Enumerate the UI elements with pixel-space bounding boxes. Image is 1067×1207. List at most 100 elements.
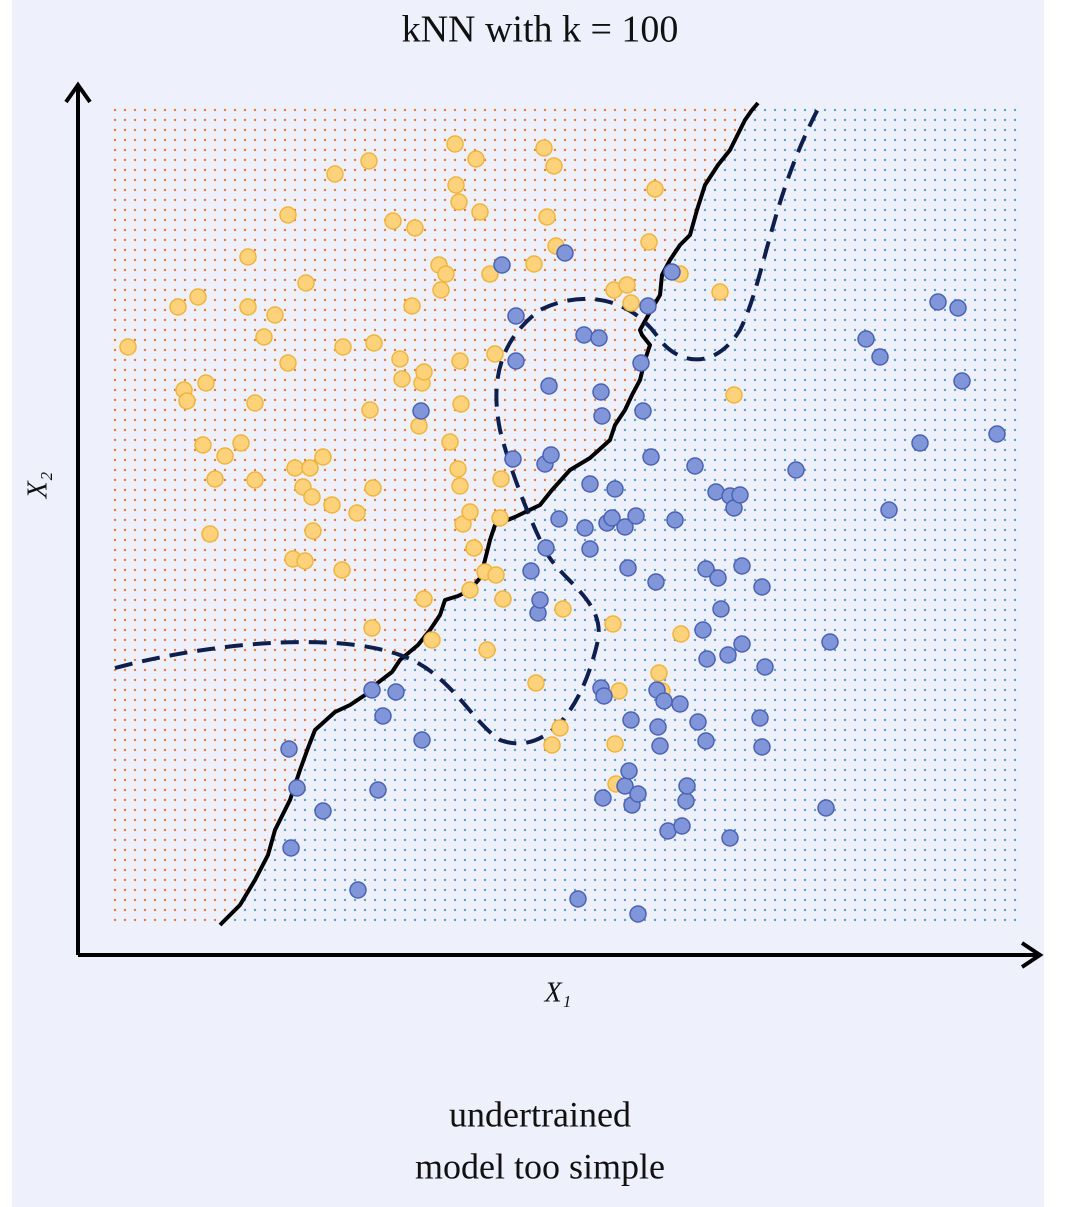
grid-dot	[353, 288, 357, 292]
grid-dot	[353, 538, 357, 542]
grid-dot	[263, 118, 267, 122]
grid-dot	[813, 348, 817, 352]
grid-dot	[703, 218, 707, 222]
grid-dot	[523, 238, 527, 242]
grid-dot	[393, 488, 397, 492]
grid-dot	[423, 458, 427, 462]
grid-dot	[313, 608, 317, 612]
grid-dot	[733, 338, 737, 342]
grid-dot	[823, 298, 827, 302]
grid-dot	[823, 418, 827, 422]
grid-dot	[143, 248, 147, 252]
grid-dot	[333, 318, 337, 322]
grid-dot	[233, 398, 237, 402]
grid-dot	[203, 488, 207, 492]
grid-dot	[493, 248, 497, 252]
grid-dot	[283, 618, 287, 622]
grid-dot	[963, 408, 967, 412]
grid-dot	[563, 118, 567, 122]
grid-dot	[833, 418, 837, 422]
grid-dot	[763, 348, 767, 352]
grid-dot	[473, 398, 477, 402]
grid-dot	[643, 508, 647, 512]
grid-dot	[623, 358, 627, 362]
grid-dot	[893, 238, 897, 242]
grid-dot	[613, 398, 617, 402]
grid-dot	[833, 168, 837, 172]
grid-dot	[253, 538, 257, 542]
grid-dot	[413, 518, 417, 522]
grid-dot	[653, 288, 657, 292]
grid-dot	[433, 538, 437, 542]
grid-dot	[453, 128, 457, 132]
grid-dot	[973, 588, 977, 592]
grid-dot	[723, 628, 727, 632]
grid-dot	[943, 558, 947, 562]
grid-dot	[153, 408, 157, 412]
grid-dot	[803, 388, 807, 392]
grid-dot	[663, 518, 667, 522]
grid-dot	[763, 308, 767, 312]
grid-dot	[423, 628, 427, 632]
grid-dot	[223, 368, 227, 372]
grid-dot	[953, 448, 957, 452]
grid-dot	[183, 378, 187, 382]
grid-dot	[1013, 558, 1017, 562]
grid-dot	[253, 428, 257, 432]
grid-dot	[773, 428, 777, 432]
grid-dot	[113, 338, 117, 342]
grid-dot	[683, 568, 687, 572]
grid-dot	[273, 118, 277, 122]
grid-dot	[713, 328, 717, 332]
grid-dot	[763, 178, 767, 182]
grid-dot	[633, 628, 637, 632]
grid-dot	[703, 108, 707, 112]
grid-dot	[923, 468, 927, 472]
grid-dot	[963, 248, 967, 252]
grid-dot	[193, 348, 197, 352]
grid-dot	[173, 598, 177, 602]
grid-dot	[253, 558, 257, 562]
grid-dot	[143, 458, 147, 462]
grid-dot	[973, 448, 977, 452]
grid-dot	[183, 518, 187, 522]
grid-dot	[443, 108, 447, 112]
background	[12, 0, 1044, 1207]
grid-dot	[283, 108, 287, 112]
grid-dot	[733, 538, 737, 542]
grid-dot	[963, 278, 967, 282]
grid-dot	[863, 118, 867, 122]
grid-dot	[123, 418, 127, 422]
grid-dot	[963, 588, 967, 592]
grid-dot	[933, 148, 937, 152]
grid-dot	[413, 398, 417, 402]
grid-dot	[273, 638, 277, 642]
grid-dot	[343, 208, 347, 212]
grid-dot	[863, 378, 867, 382]
grid-dot	[673, 538, 677, 542]
grid-dot	[653, 198, 657, 202]
grid-dot	[353, 618, 357, 622]
grid-dot	[873, 578, 877, 582]
grid-dot	[223, 168, 227, 172]
grid-dot	[863, 478, 867, 482]
grid-dot	[933, 378, 937, 382]
grid-dot	[783, 468, 787, 472]
grid-dot	[313, 448, 317, 452]
grid-dot	[803, 608, 807, 612]
grid-dot	[1003, 308, 1007, 312]
grid-dot	[653, 508, 657, 512]
grid-dot	[133, 418, 137, 422]
grid-dot	[133, 468, 137, 472]
grid-dot	[473, 468, 477, 472]
grid-dot	[943, 328, 947, 332]
grid-dot	[183, 198, 187, 202]
grid-dot	[423, 298, 427, 302]
grid-dot	[793, 398, 797, 402]
grid-dot	[923, 148, 927, 152]
grid-dot	[173, 608, 177, 612]
grid-dot	[763, 108, 767, 112]
grid-dot	[203, 398, 207, 402]
grid-dot	[263, 108, 267, 112]
grid-dot	[903, 498, 907, 502]
